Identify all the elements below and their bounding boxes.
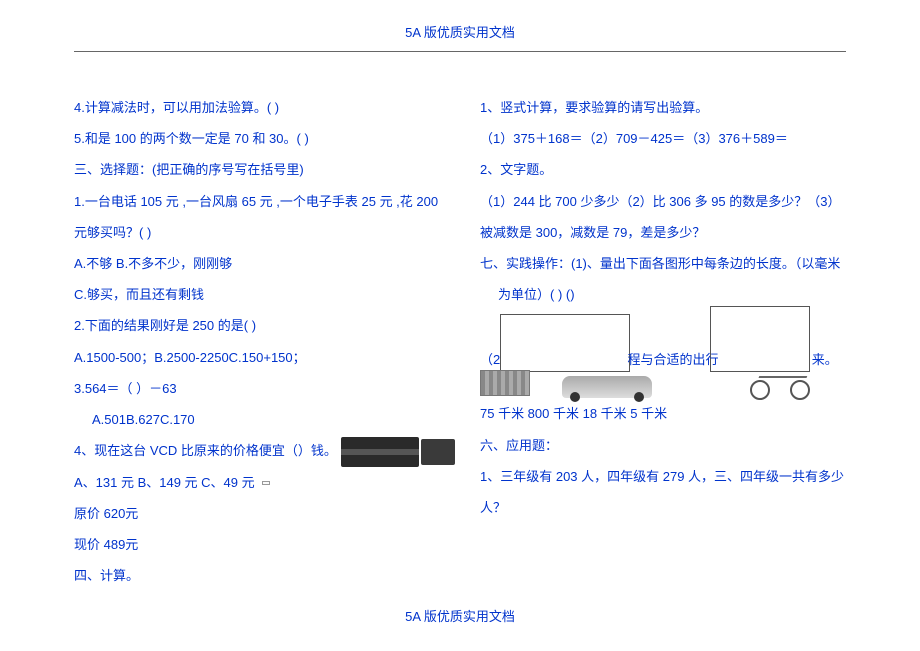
choice-q2: 2.下面的结果刚好是 250 的是( ) <box>74 310 440 341</box>
calculator-icon <box>480 370 530 396</box>
section6-heading: 六、应用题： <box>480 430 846 461</box>
left-column: 4.计算减法时，可以用加法验算。( ) 5.和是 100 的两个数一定是 70 … <box>74 92 440 591</box>
choice-q1-line2: 元够买吗？( ) <box>74 217 440 248</box>
bike-icon <box>750 374 810 400</box>
overlay-c: 来。 <box>812 352 838 367</box>
section7-heading: 七、实践操作：(1)、量出下面各图形中每条边的长度。（以毫米 <box>480 248 846 279</box>
calc-q2-line2: 被减数是 300，减数是 79，差是多少？ <box>480 217 846 248</box>
distance-options: 75 千米 800 千米 18 千米 5 千米 <box>480 398 846 429</box>
choice-q3: 3.564＝（ ）－63 <box>74 373 440 404</box>
car-icon <box>562 376 652 398</box>
price-tag <box>262 481 270 485</box>
page-footer: 5A 版优质实用文档 <box>0 606 920 625</box>
word-q1-line2: 人？ <box>480 492 846 523</box>
choice-q4-opts-line: A、131 元 B、149 元 C、49 元 <box>74 467 440 498</box>
section4-heading: 四、计算。 <box>74 560 440 591</box>
content-area: 4.计算减法时，可以用加法验算。( ) 5.和是 100 的两个数一定是 70 … <box>0 52 920 591</box>
choice-q4-opts: A、131 元 B、149 元 C、49 元 <box>74 475 255 490</box>
footer-text: 5A 版优质实用文档 <box>405 609 515 624</box>
overlay-a: （2 <box>480 352 500 367</box>
choice-q1-optA-B: A.不够 B.不多不少，刚刚够 <box>74 248 440 279</box>
choice-q4-text: 4、现在这台 VCD 比原来的价格便宜（）钱。 <box>74 443 337 458</box>
overlay-b: 程与合适的出行 <box>627 352 718 367</box>
choice-q1-optC: C.够买，而且还有剩钱 <box>74 279 440 310</box>
overlay-text-row: （2 程与合适的出行 来。 <box>480 344 838 375</box>
calc-q2: 2、文字题。 <box>480 154 846 185</box>
calc-q2-line1: （1）244 比 700 少多少（2）比 306 多 95 的数是多少？（3） <box>480 186 846 217</box>
word-q1-line1: 1、三年级有 203 人，四年级有 279 人，三、四年级一共有多少 <box>480 461 846 492</box>
choice-q3-opts: A.501B.627C.170 <box>74 404 440 435</box>
bike-frame <box>753 376 808 394</box>
header-text: 5A 版优质实用文档 <box>405 25 515 40</box>
vcd-device-icon <box>341 437 419 467</box>
diagram-area: （2 程与合适的出行 来。 <box>480 314 846 398</box>
q4-judgment: 4.计算减法时，可以用加法验算。( ) <box>74 92 440 123</box>
calc-q1-items: （1）375＋168＝（2）709－425＝（3）376＋589＝ <box>480 123 846 154</box>
calc-q1: 1、竖式计算，要求验算的请写出验算。 <box>480 92 846 123</box>
choice-q1-line1: 1.一台电话 105 元 ,一台风扇 65 元 ,一个电子手表 25 元 ,花 … <box>74 186 440 217</box>
choice-q4-line: 4、现在这台 VCD 比原来的价格便宜（）钱。 <box>74 435 440 467</box>
price-original: 原价 620元 <box>74 498 440 529</box>
section3-heading: 三、选择题：(把正确的序号写在括号里) <box>74 154 440 185</box>
q5-judgment: 5.和是 100 的两个数一定是 70 和 30。( ) <box>74 123 440 154</box>
page-header: 5A 版优质实用文档 <box>0 0 920 41</box>
right-column: 1、竖式计算，要求验算的请写出验算。 （1）375＋168＝（2）709－425… <box>480 92 846 591</box>
price-current: 现价 489元 <box>74 529 440 560</box>
choice-q2-opts: A.1500-500；B.2500-2250C.150+150； <box>74 342 440 373</box>
